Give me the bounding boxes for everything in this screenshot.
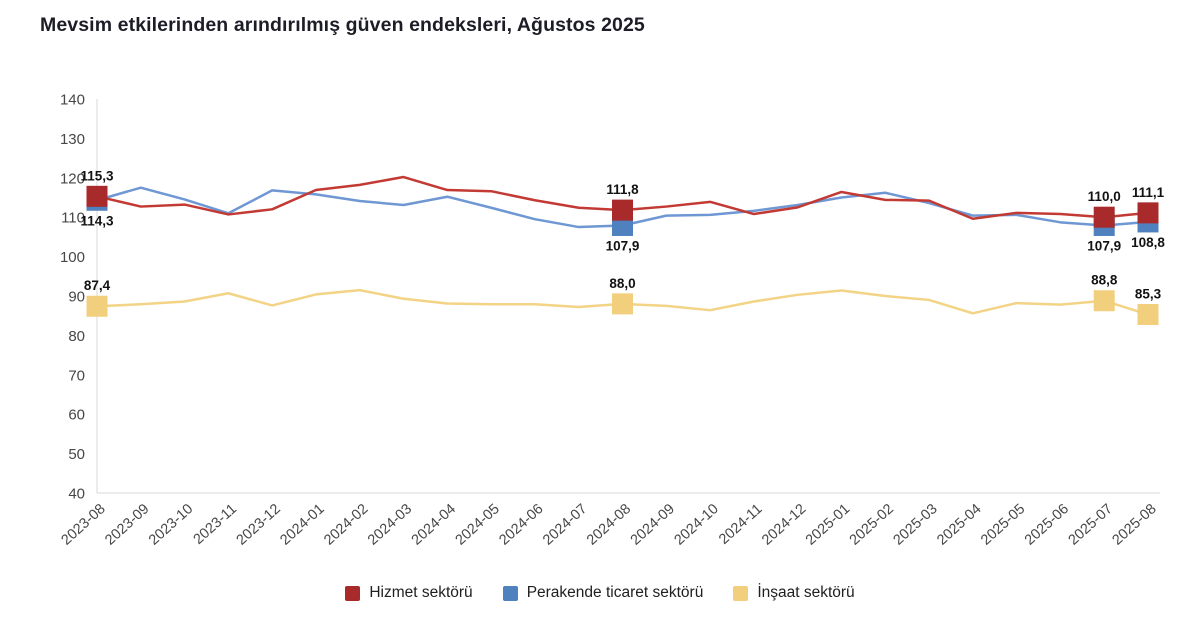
data-point-label: 87,4 bbox=[84, 278, 111, 293]
hizmet-color-swatch bbox=[345, 585, 361, 601]
x-tick-label: 2025-07 bbox=[1066, 501, 1116, 549]
series-marker-0[interactable] bbox=[612, 293, 633, 315]
legend-item-hizmet[interactable]: Hizmet sektörü bbox=[345, 584, 473, 602]
x-tick-label: 2025-02 bbox=[847, 501, 897, 549]
y-tick-label: 110 bbox=[61, 210, 85, 227]
x-tick-label: 2024-07 bbox=[540, 501, 590, 549]
x-tick-label: 2025-05 bbox=[978, 501, 1028, 549]
confidence-index-line-chart: 140 130 120 110 100 90 80 70 60 50 402023-082023-0… bbox=[58, 92, 1165, 549]
data-point-label: 107,9 bbox=[1087, 238, 1121, 253]
data-point-label: 110,0 bbox=[1088, 189, 1121, 204]
x-tick-label: 2024-11 bbox=[716, 501, 765, 548]
y-tick-label: 80 bbox=[68, 328, 85, 345]
y-tick-label: 140 bbox=[60, 92, 85, 109]
x-tick-label: 2024-03 bbox=[365, 501, 415, 549]
x-tick-label: 2024-08 bbox=[584, 501, 634, 549]
series-marker-2[interactable] bbox=[1137, 202, 1159, 224]
x-tick-label: 2024-05 bbox=[453, 501, 503, 549]
chart-title: Mevsim etkilerinden arındırılmış güven e… bbox=[40, 14, 645, 36]
x-tick-label: 2023-12 bbox=[234, 501, 284, 549]
x-tick-label: 2024-09 bbox=[628, 501, 678, 549]
y-tick-label: 40 bbox=[68, 486, 85, 503]
data-point-label: 88,8 bbox=[1091, 273, 1118, 288]
y-tick-label: 60 bbox=[68, 407, 85, 424]
data-point-label: 111,8 bbox=[606, 182, 639, 197]
x-tick-label: 2024-04 bbox=[409, 501, 459, 549]
legend-label-hizmet: Hizmet sektörü bbox=[369, 584, 473, 601]
x-tick-label: 2025-08 bbox=[1109, 501, 1159, 549]
data-point-label: 108,8 bbox=[1131, 235, 1165, 250]
legend-label-insaat: İnşaat sektörü bbox=[757, 584, 855, 601]
x-tick-label: 2024-10 bbox=[672, 501, 722, 549]
series-marker-0[interactable] bbox=[86, 295, 108, 317]
series-marker-0[interactable] bbox=[1093, 290, 1115, 312]
legend-item-insaat[interactable]: İnşaat sektörü bbox=[733, 584, 855, 602]
data-point-label: 114,3 bbox=[80, 213, 114, 228]
y-tick-label: 70 bbox=[68, 367, 85, 384]
perakende-color-swatch bbox=[502, 585, 518, 601]
x-tick-label: 2024-02 bbox=[321, 501, 371, 549]
series-marker-2[interactable] bbox=[1093, 206, 1115, 228]
insaat-color-swatch bbox=[733, 585, 749, 601]
y-tick-label: 90 bbox=[68, 289, 85, 306]
legend-label-perakende: Perakende ticaret sektörü bbox=[526, 584, 704, 601]
data-point-label: 107,9 bbox=[606, 238, 640, 253]
data-point-label: 115,3 bbox=[80, 168, 114, 183]
x-tick-label: 2025-04 bbox=[934, 501, 984, 549]
series-marker-2[interactable] bbox=[86, 185, 108, 207]
series-marker-2[interactable] bbox=[612, 199, 633, 221]
x-tick-label: 2023-08 bbox=[58, 501, 108, 549]
y-tick-label: 50 bbox=[68, 446, 85, 463]
x-tick-label: 2023-10 bbox=[146, 501, 196, 549]
y-tick-label: 100 bbox=[60, 249, 85, 266]
x-tick-label: 2023-11 bbox=[191, 501, 240, 548]
x-tick-label: 2024-01 bbox=[277, 501, 327, 549]
data-point-label: 88,0 bbox=[609, 276, 635, 291]
x-tick-label: 2023-09 bbox=[102, 501, 152, 549]
y-tick-label: 130 bbox=[60, 131, 85, 148]
x-tick-label: 2025-03 bbox=[890, 501, 940, 549]
x-tick-label: 2024-06 bbox=[496, 501, 546, 549]
y-tick-label: 120 bbox=[60, 170, 85, 187]
x-tick-label: 2025-06 bbox=[1022, 501, 1072, 549]
legend-item-perakende[interactable]: Perakende ticaret sektörü bbox=[502, 584, 704, 602]
data-point-label: 111,1 bbox=[1132, 185, 1165, 200]
chart-legend: Hizmet sektörü Perakende ticaret sektörü… bbox=[0, 584, 1200, 602]
x-tick-label: 2024-12 bbox=[759, 501, 809, 549]
series-marker-0[interactable] bbox=[1137, 304, 1159, 326]
data-point-label: 85,3 bbox=[1135, 287, 1162, 302]
x-tick-label: 2025-01 bbox=[803, 501, 853, 549]
